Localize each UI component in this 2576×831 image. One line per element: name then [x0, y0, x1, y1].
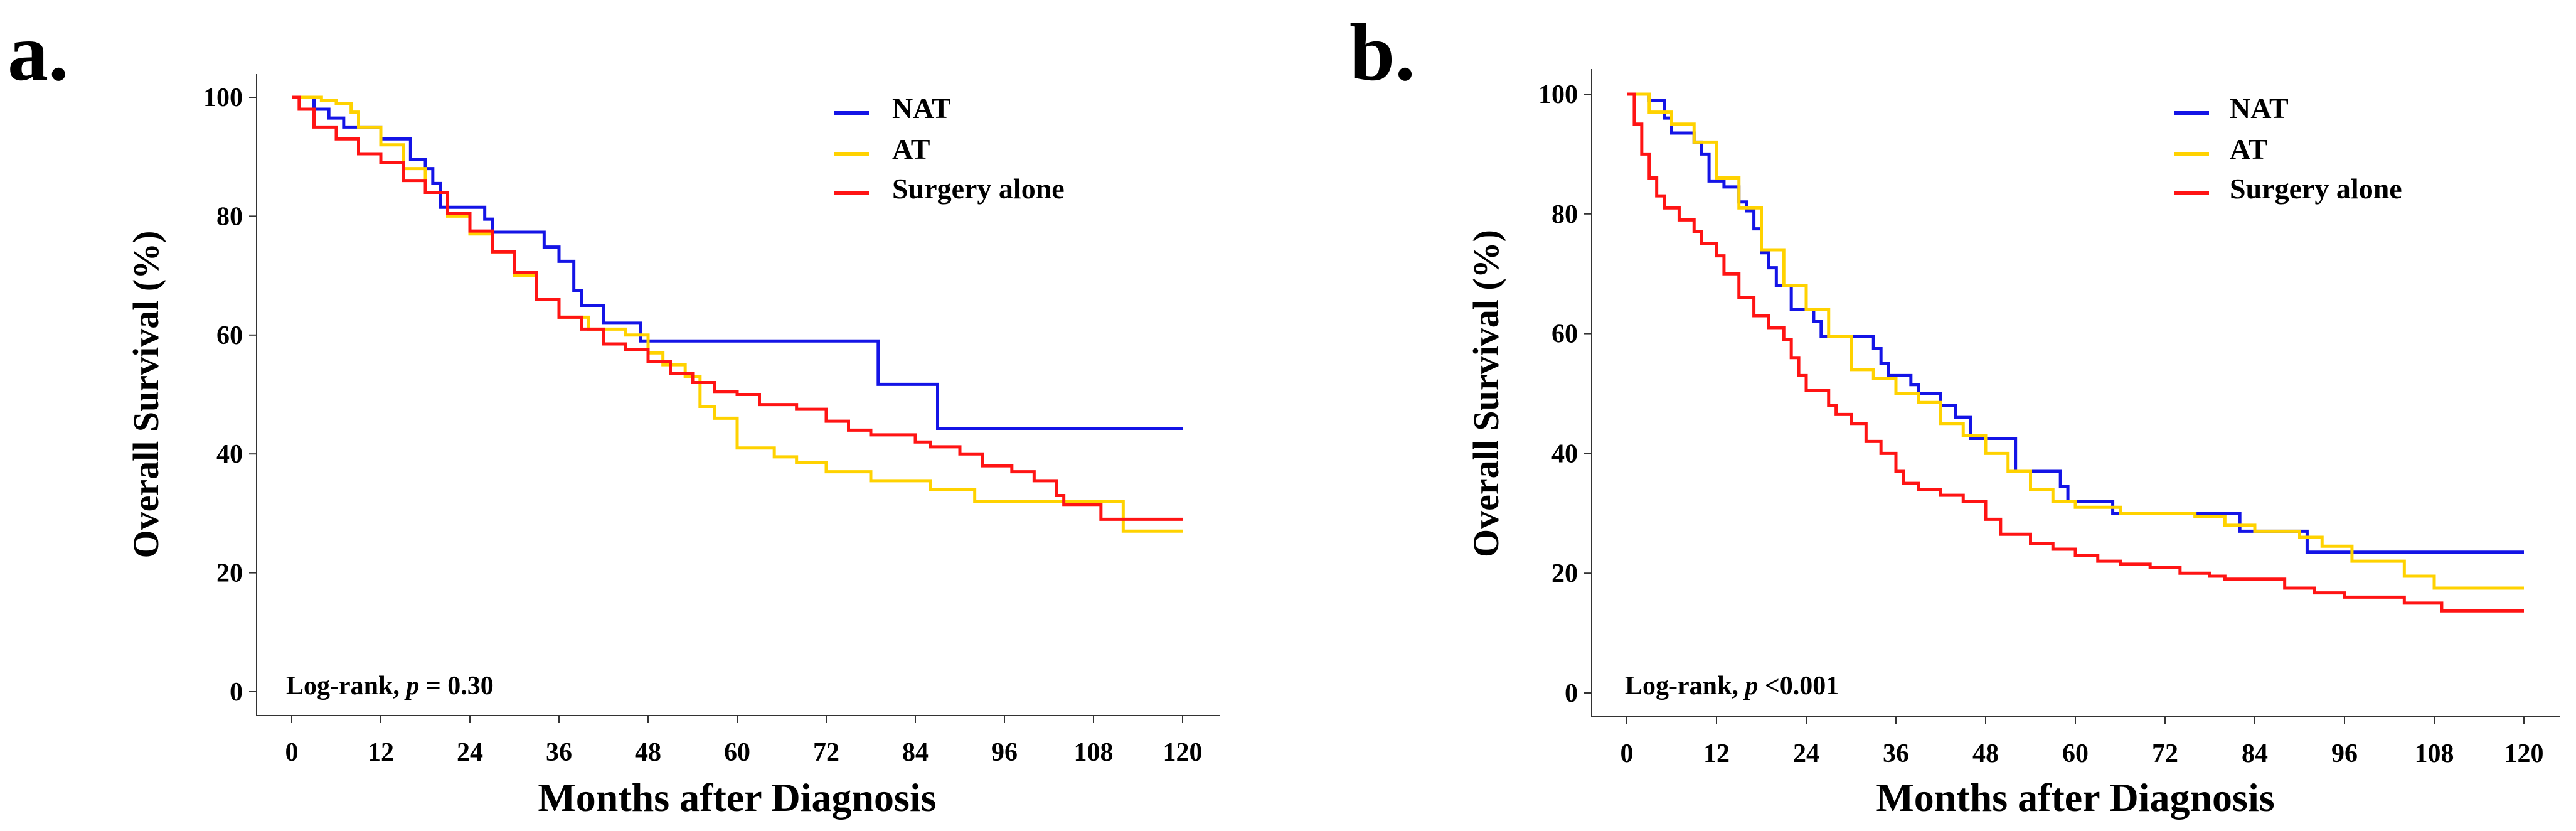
x-tick-label: 12	[368, 738, 394, 767]
legend-label: AT	[892, 133, 930, 165]
y-tick-label: 40	[1551, 439, 1578, 468]
legend-label: NAT	[892, 92, 951, 124]
survival-curve-nat	[1627, 92, 2524, 554]
x-axis-title: Months after Diagnosis	[538, 775, 936, 820]
legend-label: Surgery alone	[892, 173, 1065, 205]
y-tick-label: 80	[1551, 200, 1578, 229]
x-tick-label: 84	[2242, 739, 2268, 768]
y-tick-label: 100	[1538, 80, 1578, 109]
y-axis-title: Overall Survival (%)	[125, 231, 166, 559]
x-tick-label: 12	[1703, 739, 1730, 768]
y-tick-label: 60	[1551, 320, 1578, 349]
y-tick-label: 60	[216, 321, 243, 350]
panel-label: b.	[1349, 8, 1415, 98]
y-tick-label: 20	[216, 559, 243, 588]
x-tick-label: 36	[546, 738, 572, 767]
x-tick-label: 108	[1074, 738, 1114, 767]
legend-label: Surgery alone	[2230, 173, 2402, 205]
annotation-prefix: Log-rank,	[1625, 672, 1745, 700]
x-tick-label: 96	[991, 738, 1018, 767]
annotation-prefix: Log-rank,	[286, 672, 406, 700]
legend-label: AT	[2230, 133, 2268, 165]
logrank-annotation: Log-rank, p = 0.30	[286, 672, 494, 700]
x-tick-label: 60	[2062, 739, 2089, 768]
y-tick-label: 20	[1551, 559, 1578, 588]
x-tick-label: 24	[457, 738, 483, 767]
survival-curve-surgery-alone	[1627, 92, 2524, 613]
legend-label: NAT	[2230, 92, 2289, 124]
x-tick-label: 84	[902, 738, 929, 767]
survival-curve-at	[292, 95, 1183, 533]
survival-curve-surgery-alone	[292, 95, 1183, 521]
x-tick-label: 60	[724, 738, 750, 767]
logrank-annotation: Log-rank, p <0.001	[1625, 672, 1839, 700]
x-tick-label: 0	[1621, 739, 1634, 768]
x-tick-label: 108	[2415, 739, 2454, 768]
x-tick-label: 96	[2331, 739, 2358, 768]
panel-label: a.	[8, 8, 69, 98]
survival-curve-nat	[292, 95, 1183, 430]
survival-curve-at	[1627, 92, 2524, 590]
panel-b: b. 0 20 40 60 80 100 0 12 24 36 48 60 72 84 96 108 120 Mon…	[1349, 8, 2560, 820]
y-axis-title: Overall Survival (%)	[1466, 230, 1506, 557]
y-tick-label: 40	[216, 440, 243, 469]
x-tick-label: 120	[1163, 738, 1203, 767]
x-axis-title: Months after Diagnosis	[1876, 775, 2274, 820]
y-tick-label: 0	[1565, 679, 1578, 708]
x-tick-label: 48	[1972, 739, 1999, 768]
x-tick-label: 36	[1883, 739, 1909, 768]
x-tick-label: 120	[2504, 739, 2544, 768]
x-tick-label: 72	[813, 738, 839, 767]
panel-a: a. 0 20 40 60 80 100 0 12 24 36 48 60 72 84 96 108 120 Mon…	[8, 8, 1220, 820]
x-tick-label: 72	[2152, 739, 2178, 768]
x-tick-label: 0	[285, 738, 299, 767]
annotation-value: <0.001	[1758, 672, 1839, 700]
x-tick-label: 48	[635, 738, 661, 767]
x-tick-label: 24	[1793, 739, 1819, 768]
annotation-p: p	[404, 672, 419, 700]
y-tick-label: 0	[230, 678, 243, 707]
annotation-value: = 0.30	[419, 672, 493, 700]
y-tick-label: 80	[216, 202, 243, 231]
annotation-p: p	[1743, 672, 1758, 700]
y-tick-label: 100	[203, 83, 243, 112]
